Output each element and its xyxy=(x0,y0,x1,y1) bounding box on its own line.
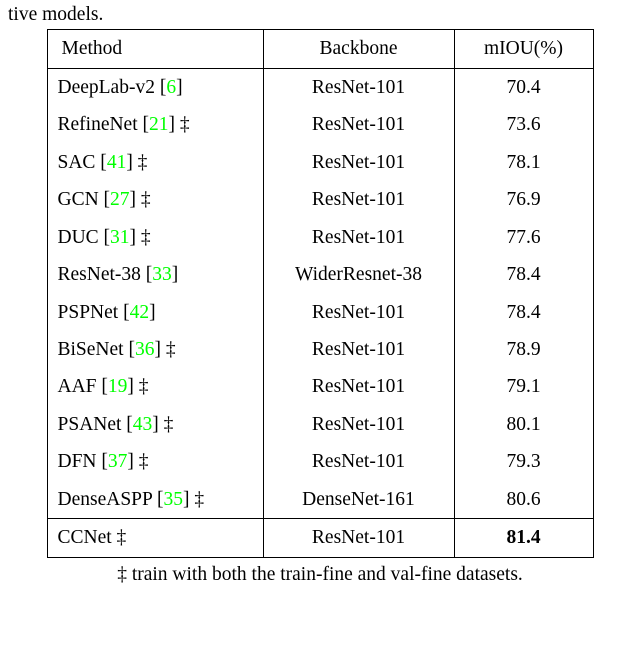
backbone-cell: ResNet-101 xyxy=(264,106,454,143)
citation-link[interactable]: 6 xyxy=(166,77,176,98)
miou-cell: 78.1 xyxy=(455,144,593,181)
miou-cell: 79.3 xyxy=(455,443,593,480)
table-row: PSPNet [42]ResNet-10178.4 xyxy=(47,294,593,331)
miou-cell: 76.9 xyxy=(455,181,593,218)
citation-link[interactable]: 21 xyxy=(149,114,169,135)
method-cell: DeepLab-v2 [6] xyxy=(48,69,263,106)
method-cell: PSPNet [42] xyxy=(48,294,263,331)
table-row: ResNet-38 [33]WiderResnet-3878.4 xyxy=(47,256,593,293)
table-row: DeepLab-v2 [6]ResNet-10170.4 xyxy=(47,68,593,106)
col-header-method: Method xyxy=(48,30,263,67)
table-row: PSANet [43] ‡ResNet-10180.1 xyxy=(47,406,593,443)
backbone-cell: ResNet-101 xyxy=(264,144,454,181)
method-cell: PSANet [43] ‡ xyxy=(48,406,263,443)
miou-cell: 81.4 xyxy=(455,519,593,556)
table-row: DUC [31] ‡ResNet-10177.6 xyxy=(47,219,593,256)
backbone-cell: ResNet-101 xyxy=(264,294,454,331)
miou-cell: 78.4 xyxy=(455,256,593,293)
table-row: CCNet ‡ResNet-10181.4 xyxy=(47,519,593,557)
table-row: AAF [19] ‡ResNet-10179.1 xyxy=(47,368,593,405)
citation-link[interactable]: 41 xyxy=(107,152,127,173)
citation-link[interactable]: 19 xyxy=(108,376,128,397)
backbone-cell: ResNet-101 xyxy=(264,368,454,405)
backbone-cell: WiderResnet-38 xyxy=(264,256,454,293)
col-header-miou: mIOU(%) xyxy=(455,30,593,67)
citation-link[interactable]: 35 xyxy=(164,489,184,510)
table-row: BiSeNet [36] ‡ResNet-10178.9 xyxy=(47,331,593,368)
miou-cell: 78.4 xyxy=(455,294,593,331)
table-header-row: Method Backbone mIOU(%) xyxy=(47,30,593,68)
method-cell: DenseASPP [35] ‡ xyxy=(48,481,263,518)
miou-cell: 70.4 xyxy=(455,69,593,106)
miou-cell: 77.6 xyxy=(455,219,593,256)
backbone-cell: ResNet-101 xyxy=(264,181,454,218)
table-row: SAC [41] ‡ResNet-10178.1 xyxy=(47,144,593,181)
method-cell: CCNet ‡ xyxy=(48,519,263,556)
backbone-cell: ResNet-101 xyxy=(264,219,454,256)
method-cell: AAF [19] ‡ xyxy=(48,368,263,405)
backbone-cell: ResNet-101 xyxy=(264,406,454,443)
backbone-cell: DenseNet-161 xyxy=(264,481,454,518)
backbone-cell: ResNet-101 xyxy=(264,69,454,106)
backbone-cell: ResNet-101 xyxy=(264,331,454,368)
miou-cell: 79.1 xyxy=(455,368,593,405)
miou-cell: 80.6 xyxy=(455,481,593,518)
citation-link[interactable]: 42 xyxy=(130,302,150,323)
table-row: RefineNet [21] ‡ResNet-10173.6 xyxy=(47,106,593,143)
results-table: Method Backbone mIOU(%) DeepLab-v2 [6]Re… xyxy=(47,29,594,557)
method-cell: SAC [41] ‡ xyxy=(48,144,263,181)
citation-link[interactable]: 33 xyxy=(152,264,172,285)
citation-link[interactable]: 43 xyxy=(133,414,153,435)
table-row: DenseASPP [35] ‡DenseNet-16180.6 xyxy=(47,481,593,519)
table-row: DFN [37] ‡ResNet-10179.3 xyxy=(47,443,593,480)
miou-cell: 78.9 xyxy=(455,331,593,368)
col-header-backbone: Backbone xyxy=(264,30,454,67)
citation-link[interactable]: 27 xyxy=(110,189,130,210)
miou-cell: 73.6 xyxy=(455,106,593,143)
method-cell: ResNet-38 [33] xyxy=(48,256,263,293)
method-cell: RefineNet [21] ‡ xyxy=(48,106,263,143)
method-cell: DFN [37] ‡ xyxy=(48,443,263,480)
citation-link[interactable]: 31 xyxy=(110,227,130,248)
citation-link[interactable]: 36 xyxy=(135,339,155,360)
method-cell: DUC [31] ‡ xyxy=(48,219,263,256)
table-row: GCN [27] ‡ResNet-10176.9 xyxy=(47,181,593,218)
backbone-cell: ResNet-101 xyxy=(264,519,454,556)
table-footnote: ‡ train with both the train-fine and val… xyxy=(8,564,632,585)
method-cell: BiSeNet [36] ‡ xyxy=(48,331,263,368)
caption-fragment: tive models. xyxy=(8,4,632,25)
miou-cell: 80.1 xyxy=(455,406,593,443)
method-cell: GCN [27] ‡ xyxy=(48,181,263,218)
backbone-cell: ResNet-101 xyxy=(264,443,454,480)
citation-link[interactable]: 37 xyxy=(108,451,128,472)
